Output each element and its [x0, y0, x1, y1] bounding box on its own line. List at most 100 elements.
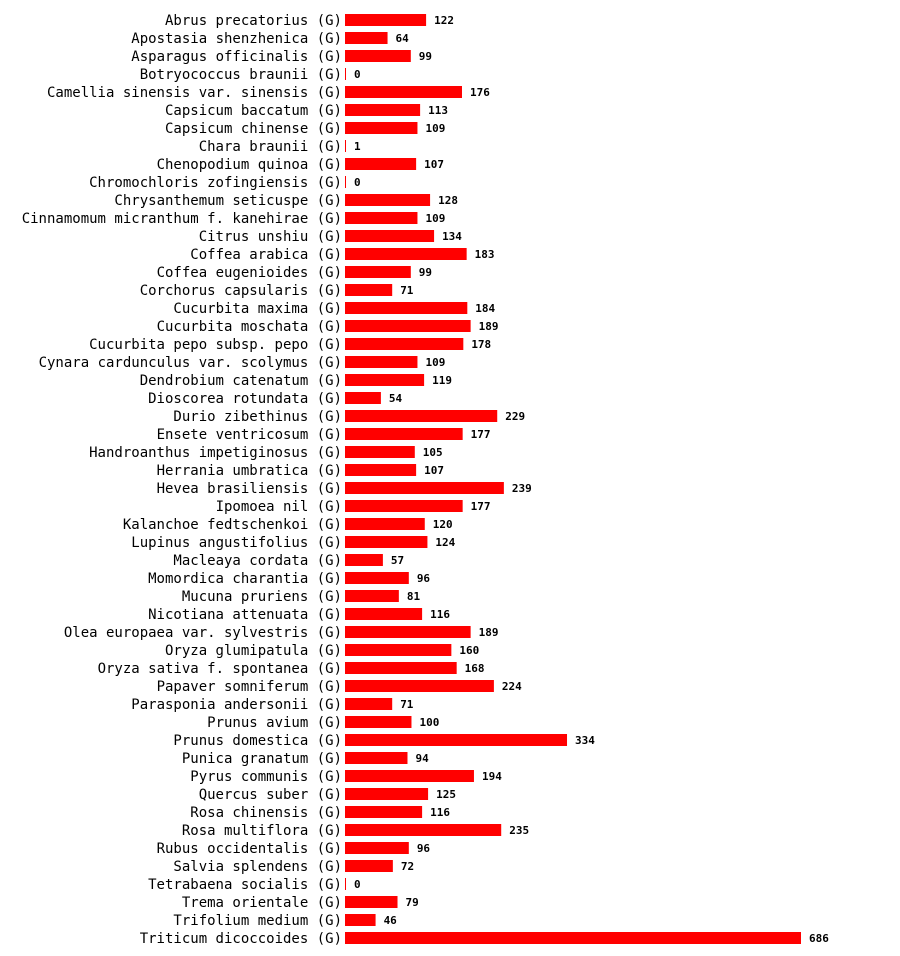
value-label: 107	[424, 158, 444, 171]
bar	[345, 914, 376, 926]
value-label: 116	[430, 608, 450, 621]
bar	[345, 338, 464, 350]
category-label: Capsicum chinense (G)	[165, 121, 342, 137]
category-label: Rosa chinensis (G)	[190, 805, 342, 821]
category-label: Capsicum baccatum (G)	[165, 103, 342, 119]
bar	[345, 86, 462, 98]
value-label: 686	[809, 932, 829, 945]
category-label: Cinnamomum micranthum f. kanehirae (G)	[22, 211, 342, 227]
value-label: 64	[396, 32, 410, 45]
bar	[345, 554, 383, 566]
category-label: Parasponia andersonii (G)	[131, 697, 342, 713]
bar	[345, 374, 425, 386]
category-label: Cucurbita pepo subsp. pepo (G)	[89, 337, 342, 353]
value-label: 109	[425, 122, 445, 135]
value-label: 128	[438, 194, 458, 207]
bar	[345, 518, 425, 530]
category-label: Cynara cardunculus var. scolymus (G)	[39, 355, 342, 371]
bar	[345, 32, 388, 44]
category-label: Hevea brasiliensis (G)	[157, 481, 342, 497]
bar	[345, 788, 429, 800]
bar	[345, 752, 408, 764]
category-label: Durio zibethinus (G)	[173, 409, 342, 425]
bar	[345, 680, 494, 692]
bar	[345, 446, 415, 458]
category-label: Herrania umbratica (G)	[157, 463, 342, 479]
category-label: Rubus occidentalis (G)	[157, 841, 342, 857]
category-label: Abrus precatorius (G)	[165, 13, 342, 29]
value-label: 189	[479, 320, 499, 333]
value-label: 177	[471, 500, 491, 513]
value-label: 96	[417, 572, 431, 585]
bar	[345, 68, 346, 80]
bar	[345, 104, 421, 116]
category-label: Chara braunii (G)	[199, 139, 342, 155]
value-label: 113	[428, 104, 448, 117]
bar	[345, 932, 801, 944]
category-label: Handroanthus impetiginosus (G)	[89, 445, 342, 461]
value-label: 94	[415, 752, 429, 765]
value-label: 79	[406, 896, 419, 909]
bar	[345, 194, 431, 206]
value-label: 224	[502, 680, 522, 693]
bar	[345, 734, 568, 746]
value-label: 96	[417, 842, 431, 855]
category-label: Trema orientale (G)	[182, 895, 342, 911]
category-label: Cucurbita moschata (G)	[157, 319, 342, 335]
value-label: 0	[354, 68, 361, 81]
value-label: 120	[433, 518, 453, 531]
category-label: Quercus suber (G)	[199, 787, 342, 803]
bar	[345, 626, 471, 638]
value-label: 334	[575, 734, 595, 747]
value-label: 81	[407, 590, 421, 603]
category-label: Corchorus capsularis (G)	[140, 283, 342, 299]
bar	[345, 698, 393, 710]
category-label: Coffea arabica (G)	[190, 247, 342, 263]
category-label: Tetrabaena socialis (G)	[148, 877, 342, 893]
value-label: 54	[389, 392, 403, 405]
category-label: Apostasia shenzhenica (G)	[131, 31, 342, 47]
value-label: 107	[424, 464, 444, 477]
category-label: Chenopodium quinoa (G)	[157, 157, 342, 173]
bar	[345, 662, 457, 674]
value-label: 105	[423, 446, 443, 459]
bar	[345, 392, 381, 404]
bar	[345, 482, 504, 494]
category-label: Cucurbita maxima (G)	[173, 301, 342, 317]
bar	[345, 878, 346, 890]
category-label: Trifolium medium (G)	[173, 913, 342, 929]
bar	[345, 14, 427, 26]
category-label: Prunus avium (G)	[207, 715, 342, 731]
value-label: 0	[354, 878, 361, 891]
bar	[345, 122, 418, 134]
value-label: 177	[471, 428, 491, 441]
bar	[345, 716, 412, 728]
bar	[345, 536, 428, 548]
value-label: 0	[354, 176, 361, 189]
category-label: Momordica charantia (G)	[148, 571, 342, 587]
value-label: 109	[425, 356, 445, 369]
category-label: Punica granatum (G)	[182, 751, 342, 767]
bar	[345, 302, 468, 314]
value-label: 109	[425, 212, 445, 225]
bar	[345, 158, 417, 170]
value-label: 99	[419, 266, 432, 279]
bar	[345, 428, 463, 440]
value-label: 189	[479, 626, 499, 639]
value-label: 71	[400, 284, 414, 297]
category-label: Pyrus communis (G)	[190, 769, 342, 785]
value-label: 178	[471, 338, 491, 351]
bar	[345, 860, 393, 872]
bar	[345, 320, 471, 332]
value-label: 125	[436, 788, 456, 801]
category-label: Asparagus officinalis (G)	[131, 49, 342, 65]
bar	[345, 824, 502, 836]
category-label: Botryococcus braunii (G)	[140, 67, 342, 83]
bar	[345, 266, 411, 278]
value-label: 134	[442, 230, 462, 243]
value-label: 239	[512, 482, 532, 495]
value-label: 229	[505, 410, 525, 423]
category-label: Coffea eugenioides (G)	[157, 265, 342, 281]
category-label: Citrus unshiu (G)	[199, 229, 342, 245]
bar	[345, 644, 452, 656]
